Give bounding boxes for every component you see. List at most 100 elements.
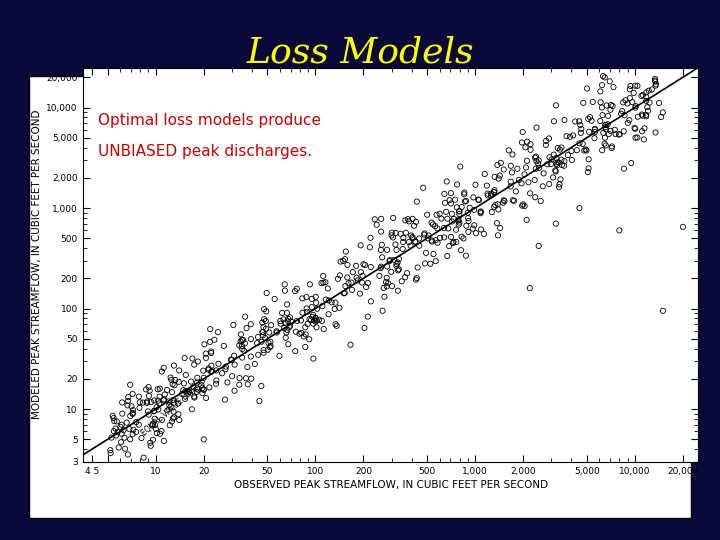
Point: [192, 374, 203, 382]
Point: [551, 159, 562, 168]
Point: [587, 98, 598, 106]
Point: [346, 286, 358, 294]
Point: [494, 171, 505, 180]
Point: [125, 380, 136, 389]
Point: [257, 331, 269, 340]
Point: [582, 164, 594, 173]
Point: [304, 280, 315, 289]
Point: [485, 191, 497, 200]
Point: [342, 261, 354, 269]
Point: [166, 375, 177, 384]
Point: [492, 205, 504, 214]
Point: [295, 316, 307, 325]
Point: [460, 197, 472, 205]
Point: [186, 354, 198, 363]
Point: [624, 85, 636, 93]
Point: [181, 387, 193, 395]
Point: [127, 389, 138, 398]
Point: [454, 207, 465, 215]
Point: [589, 125, 600, 134]
Point: [159, 390, 171, 399]
Point: [291, 316, 302, 325]
Point: [678, 222, 689, 231]
Point: [599, 73, 611, 82]
Point: [233, 380, 245, 389]
Point: [143, 383, 154, 391]
Point: [158, 437, 170, 445]
Point: [279, 286, 291, 295]
Point: [111, 417, 122, 426]
Point: [347, 268, 359, 276]
Point: [642, 106, 654, 115]
Point: [170, 376, 181, 384]
Point: [454, 207, 465, 215]
Point: [601, 101, 613, 110]
Point: [151, 403, 163, 411]
Point: [570, 117, 581, 126]
Point: [609, 125, 621, 134]
Point: [413, 234, 425, 243]
Point: [407, 233, 418, 241]
Point: [445, 199, 456, 208]
Point: [246, 335, 257, 343]
Point: [443, 224, 454, 233]
Point: [168, 407, 179, 416]
Point: [583, 155, 595, 164]
Point: [116, 429, 127, 438]
Point: [182, 389, 194, 398]
Point: [408, 221, 420, 230]
Point: [332, 274, 343, 283]
Point: [475, 207, 487, 216]
Point: [119, 434, 130, 442]
Point: [226, 356, 238, 364]
Point: [492, 231, 504, 240]
Text: Optimal loss models produce: Optimal loss models produce: [98, 113, 321, 128]
Point: [641, 97, 652, 105]
Point: [577, 98, 589, 107]
Point: [603, 130, 615, 138]
Point: [338, 289, 350, 298]
Point: [307, 319, 319, 328]
Point: [166, 388, 178, 396]
Point: [249, 360, 261, 368]
Point: [459, 188, 470, 197]
Point: [365, 233, 377, 242]
Point: [107, 411, 118, 420]
X-axis label: OBSERVED PEAK STREAMFLOW, IN CUBIC FEET PER SECOND: OBSERVED PEAK STREAMFLOW, IN CUBIC FEET …: [233, 480, 548, 490]
Point: [115, 438, 127, 447]
Point: [359, 323, 370, 332]
Point: [225, 355, 237, 364]
Point: [264, 328, 275, 337]
Point: [397, 234, 409, 242]
Point: [114, 422, 126, 431]
Point: [318, 325, 330, 333]
Point: [422, 234, 433, 243]
Point: [141, 397, 153, 406]
Point: [507, 150, 518, 159]
Point: [330, 299, 341, 307]
Point: [278, 315, 289, 323]
Point: [613, 226, 625, 235]
Point: [462, 214, 474, 222]
Point: [390, 240, 401, 249]
Point: [420, 248, 432, 257]
Point: [596, 146, 608, 154]
Point: [411, 274, 423, 282]
Point: [529, 193, 541, 201]
Point: [105, 449, 117, 457]
Point: [189, 360, 200, 369]
Point: [599, 139, 611, 148]
Point: [387, 233, 399, 242]
Point: [251, 339, 263, 348]
Point: [261, 289, 272, 298]
Point: [552, 144, 564, 152]
Point: [316, 316, 328, 325]
Point: [279, 318, 291, 327]
Point: [236, 335, 248, 344]
Point: [127, 406, 139, 414]
Point: [622, 99, 634, 108]
Point: [280, 333, 292, 342]
Point: [165, 402, 176, 411]
Point: [256, 318, 268, 327]
Point: [451, 203, 463, 212]
